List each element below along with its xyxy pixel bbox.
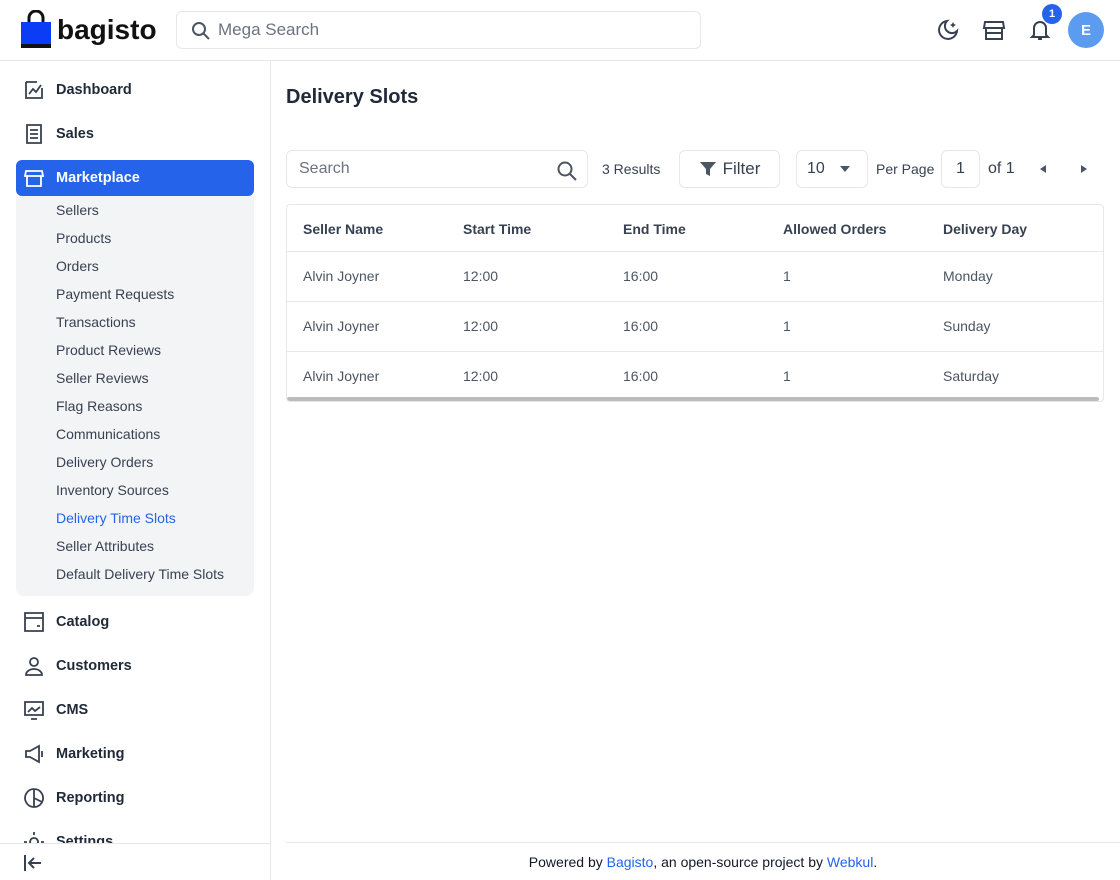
column-header[interactable]: Allowed Orders	[783, 220, 887, 237]
table-cell: Sunday	[943, 318, 991, 334]
nav-icon	[25, 657, 43, 676]
footer-text: , an open-source project by	[653, 853, 827, 870]
table-cell: 1	[783, 318, 791, 334]
logo-text[interactable]: bagisto	[57, 14, 157, 45]
submenu-item[interactable]: Flag Reasons	[56, 398, 143, 414]
nav-item[interactable]: Marketplace	[16, 160, 254, 196]
page-total: of 1	[988, 160, 1015, 177]
nav-icon	[26, 124, 42, 144]
row-divider	[287, 351, 1103, 352]
nav-item[interactable]: Catalog	[16, 604, 254, 640]
nav-item[interactable]: Customers	[16, 648, 254, 684]
column-header[interactable]: Delivery Day	[943, 220, 1028, 237]
sidebar: Sellers Products Orders Payment Requests Tra…	[0, 61, 271, 880]
table-cell: Alvin Joyner	[303, 318, 380, 334]
notification-bell[interactable]	[1028, 18, 1052, 42]
row-divider	[287, 251, 1103, 252]
submenu-item[interactable]: Delivery Orders	[56, 454, 154, 470]
table-cell: 1	[783, 368, 791, 384]
table-cell: Saturday	[943, 368, 1000, 384]
search-placeholder: Mega Search	[218, 20, 320, 39]
table-cell: 12:00	[463, 318, 499, 334]
search-icon	[192, 22, 210, 40]
table-cell: Alvin Joyner	[303, 268, 380, 284]
submenu-item[interactable]: Seller Attributes	[56, 538, 155, 554]
nav-item[interactable]: Dashboard	[16, 72, 254, 108]
table-cell: 16:00	[623, 318, 659, 334]
avatar[interactable]: E	[1068, 12, 1104, 48]
table-cell: 12:00	[463, 368, 499, 384]
footer-text: .	[873, 853, 878, 870]
nav-item[interactable]: Sales	[16, 116, 254, 152]
collapse-icon[interactable]	[22, 852, 44, 874]
filter-icon	[699, 162, 716, 176]
prev-page[interactable]	[1038, 164, 1048, 174]
header: bagisto Mega Search 1 E	[0, 0, 1120, 61]
row-divider	[287, 301, 1103, 302]
mega-search[interactable]: Mega Search	[176, 11, 701, 49]
nav-icon	[25, 81, 43, 99]
per-page-value: 10	[807, 160, 825, 177]
nav-icon	[24, 612, 44, 632]
table-cell: 16:00	[623, 268, 659, 284]
filter-label: Filter	[722, 159, 761, 178]
submenu-item[interactable]: Seller Reviews	[56, 370, 149, 386]
submenu-item[interactable]: Product Reviews	[56, 342, 162, 358]
datagrid: Seller Name Start Time End Time Allowed Ord…	[286, 204, 1104, 402]
scrollbar	[287, 397, 1099, 401]
submenu-item[interactable]: Communications	[56, 426, 161, 442]
submenu-item[interactable]: Default Delivery Time Slots	[56, 566, 225, 582]
per-page-label: Per Page	[876, 161, 935, 177]
logo-icon	[21, 10, 51, 48]
submenu-item[interactable]: Inventory Sources	[56, 482, 169, 498]
footer-text: Powered by	[528, 853, 607, 870]
footer-link[interactable]: Bagisto	[606, 853, 654, 870]
nav-icon	[24, 788, 44, 808]
table-cell: 16:00	[623, 368, 659, 384]
table-cell: 12:00	[463, 268, 499, 284]
results-count: 3 Results	[602, 161, 661, 177]
nav-item[interactable]: Reporting	[16, 780, 254, 816]
nav-icon	[23, 170, 45, 187]
submenu-item[interactable]: Delivery Time Slots	[56, 510, 176, 526]
footer: Powered by Bagisto, an open-source proje…	[286, 842, 1120, 880]
submenu-item[interactable]: Sellers	[56, 202, 99, 218]
nav-item[interactable]: Marketing	[16, 736, 254, 772]
nav-icon	[25, 744, 43, 764]
table-cell: Monday	[943, 268, 993, 284]
dark-mode-toggle[interactable]	[936, 18, 960, 42]
column-header[interactable]: End Time	[623, 220, 686, 237]
footer-link[interactable]: Webkul	[826, 853, 874, 870]
datagrid-search[interactable]: Search	[286, 150, 588, 188]
per-page-select[interactable]: 10	[796, 150, 868, 188]
table-cell: Alvin Joyner	[303, 368, 380, 384]
page-title: Delivery Slots	[286, 86, 419, 108]
table-cell: 1	[783, 268, 791, 284]
next-page[interactable]	[1079, 164, 1089, 174]
submenu-item[interactable]: Transactions	[56, 314, 136, 330]
submenu-item[interactable]: Orders	[56, 258, 99, 274]
submenu: Sellers Products Orders Payment Requests Tra…	[16, 196, 254, 596]
search-placeholder: Search	[299, 160, 350, 177]
storefront-icon[interactable]	[982, 18, 1006, 42]
search-icon	[557, 161, 577, 181]
caret	[840, 166, 850, 172]
column-header[interactable]: Seller Name	[303, 220, 384, 237]
collapse-bar	[0, 843, 271, 880]
notification-badge: 1	[1042, 4, 1062, 24]
submenu-item[interactable]: Products	[56, 230, 112, 246]
page-input[interactable]: 1	[941, 150, 980, 188]
nav-icon	[24, 701, 44, 720]
nav-item[interactable]: CMS	[16, 692, 254, 728]
filter-button[interactable]: Filter	[679, 150, 780, 188]
submenu-item[interactable]: Payment Requests	[56, 286, 175, 302]
column-header[interactable]: Start Time	[463, 220, 532, 237]
